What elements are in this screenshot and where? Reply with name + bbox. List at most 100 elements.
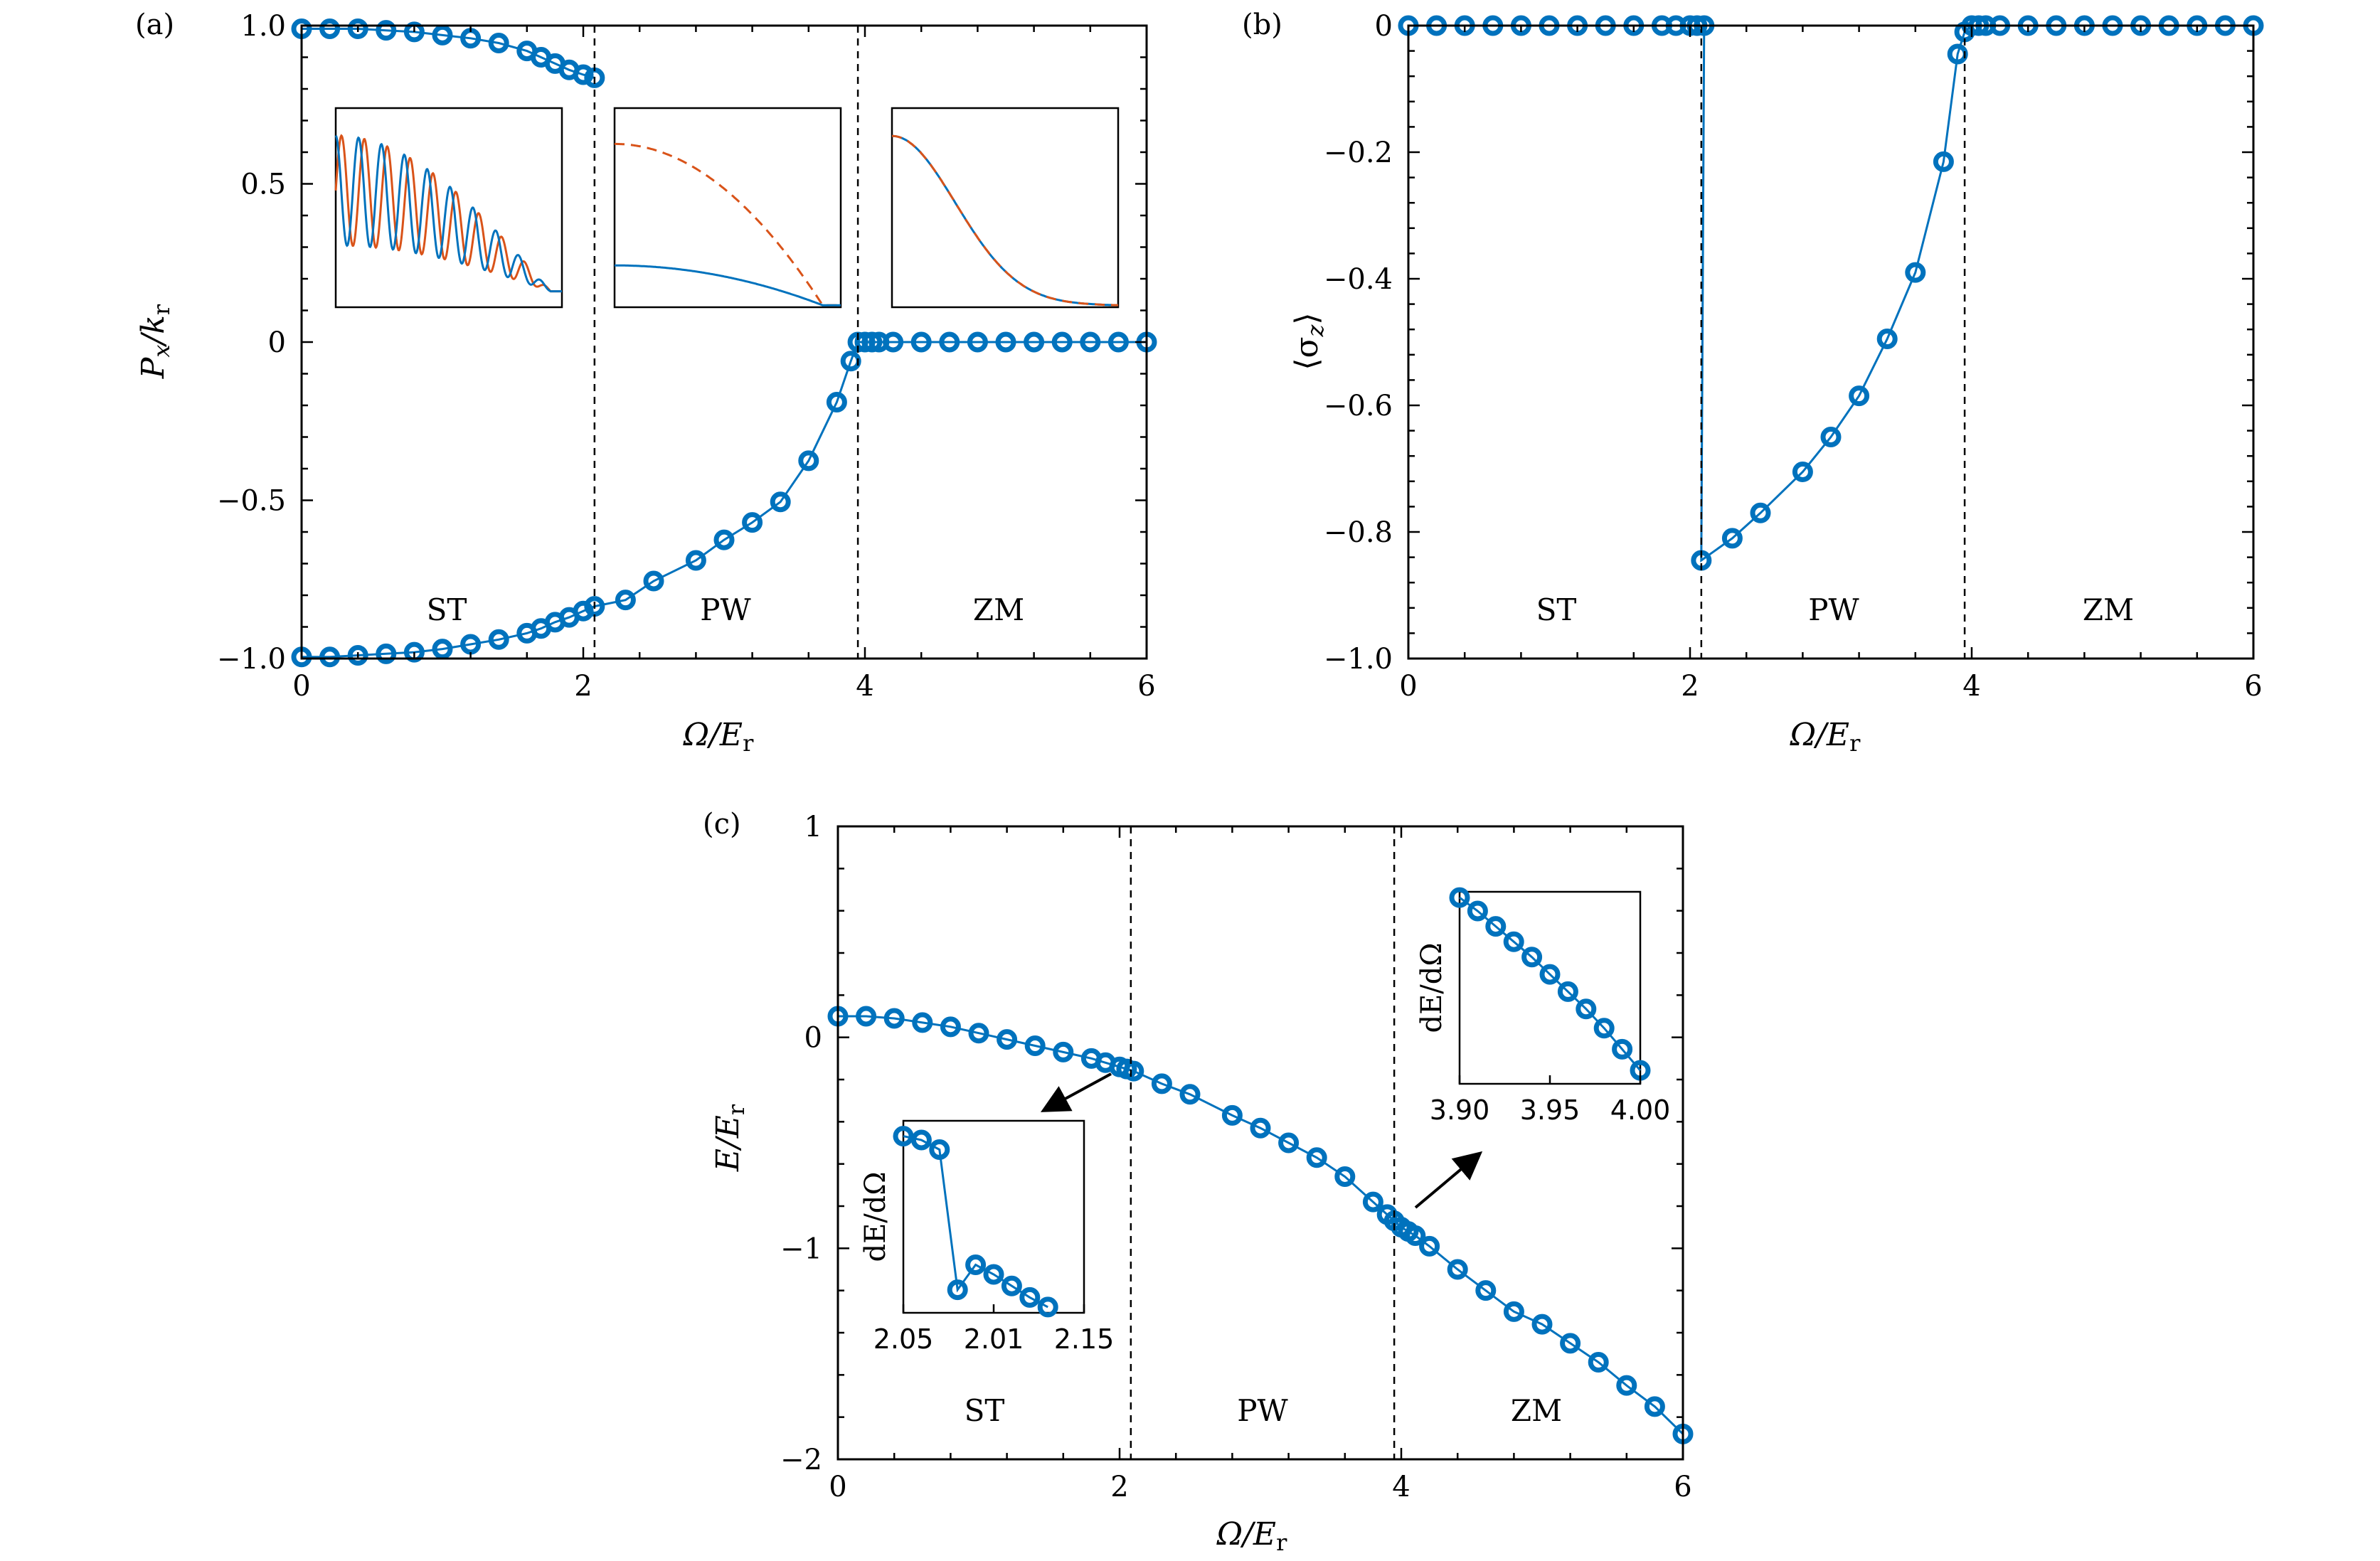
panel-c-series-1-point <box>1447 1259 1468 1280</box>
panel-c-arrow-left <box>1040 1072 1112 1112</box>
panel-b-ytick-label: −0.4 <box>1324 263 1393 296</box>
panel-b-xtick-label: 2 <box>1681 670 1699 703</box>
panel-c-inset-right-point <box>1593 1018 1615 1039</box>
panel-a-series-1-point <box>488 32 509 53</box>
panel-b-series-1-point <box>1849 385 1870 407</box>
panel-c-series-1-point <box>883 1008 905 1029</box>
panel-c-xlabel: Ω/Er <box>1216 1516 1287 1556</box>
panel-a-ytick-label: 0 <box>268 326 286 359</box>
panel-a-ytick-label: 0.5 <box>240 169 286 201</box>
panel-a-xtick-label: 6 <box>1137 670 1155 703</box>
panel-c-axes: 0 2 4 6 1 0 −1 −2 <box>780 811 1692 1503</box>
panel-c-ytick-label: 1 <box>804 811 822 843</box>
panel-a-ytick-label: −0.5 <box>217 485 286 518</box>
panel-b-region-pw: PW <box>1808 592 1859 627</box>
panel-b-label: (b) <box>1242 9 1282 41</box>
panel-b-series-1-point <box>1721 528 1743 549</box>
panel-a-series-2-point <box>643 570 664 592</box>
panel-c-arrow-right <box>1414 1151 1483 1209</box>
panel-c-inset-right-xtick-label: 3.90 <box>1430 1094 1490 1126</box>
panel-c-series-1-point <box>912 1012 933 1033</box>
panel-c-inset-right-point <box>1521 947 1543 968</box>
panel-c-inset-left-point <box>1001 1275 1022 1296</box>
panel-b-region-zm: ZM <box>2083 592 2134 627</box>
panel-a-series-1-point <box>403 21 425 43</box>
panel-a-xlabel: Ω/Er <box>683 717 754 757</box>
panel-c-series-1-point <box>1405 1225 1426 1247</box>
panel-c-inset-left-point <box>947 1279 968 1301</box>
panel-c-series-1-point <box>1475 1280 1497 1301</box>
panel-b: (b) 0 2 4 6 0 −0.2 −0.4 −0.6 −0.8 −1.0 ST PW ZM Ω… <box>1242 9 2264 757</box>
panel-c-series-1-point <box>1362 1191 1383 1213</box>
panel-b-ytick-label: −0.6 <box>1324 390 1393 422</box>
panel-c-inset-right-point <box>1485 916 1507 937</box>
panel-a-series-2-point <box>432 639 453 660</box>
panel-a-series-2-point <box>910 331 932 353</box>
panel-a-series-2-point <box>861 331 883 353</box>
panel-c-series-1-point <box>1616 1375 1637 1396</box>
panel-b-series-1-line <box>1408 24 2253 563</box>
panel-c-series-1-point <box>940 1016 961 1038</box>
panel-a-series-1-point <box>376 20 397 41</box>
panel-b-series-1-point <box>1792 461 1813 482</box>
panel-c-series-1-point <box>1278 1132 1300 1154</box>
panel-a-region-st: ST <box>427 592 467 627</box>
panel-a-insets <box>334 107 1120 309</box>
panel-a-inset-2-curve-1 <box>615 264 841 307</box>
panel-c-inset-right-xtick-label: 4.00 <box>1610 1094 1671 1126</box>
panel-a-series-2-point <box>1024 331 1045 353</box>
panel-a-series-2-line <box>302 341 1147 659</box>
panel-a-series-2-point <box>685 550 706 571</box>
panel-c-inset-right-point <box>1612 1038 1633 1060</box>
panel-b-ytick-label: −0.8 <box>1324 516 1393 549</box>
panel-a-inset-1-curve-1 <box>334 134 562 293</box>
panel-a-series-2-point <box>883 331 904 353</box>
panel-a-series-2-point <box>376 643 397 664</box>
panel-a-series <box>291 18 1157 668</box>
panel-b-series-1-point <box>1933 151 1954 172</box>
panel-a-series-2-point <box>1051 331 1073 353</box>
panel-c-inset-right-point <box>1557 981 1578 1002</box>
panel-a: (a) 0 2 4 6 1.0 0.5 0 −0.5 −1.0 ST PW ZM Ω/Er Px… <box>135 9 1157 757</box>
panel-c-inset-left-point <box>929 1139 950 1160</box>
panel-c-inset-right-xtick-label: 3.95 <box>1520 1094 1581 1126</box>
panel-c-ytick-label: 0 <box>804 1022 822 1055</box>
panel-c-series-1-point <box>1250 1117 1271 1139</box>
panel-a-series-2-point <box>939 331 960 353</box>
panel-c-series-1-point <box>1560 1333 1581 1354</box>
panel-c-inset-right-point <box>1576 998 1597 1020</box>
panel-c-inset-right-frame <box>1458 890 1642 1085</box>
panel-a-label: (a) <box>135 9 174 41</box>
panel-c-inset-left-xtick-label: 2.05 <box>873 1323 934 1355</box>
panel-b-ytick-label: −0.2 <box>1324 137 1393 169</box>
panel-b-series <box>1398 15 2264 571</box>
panel-a-series-2-point <box>347 645 368 666</box>
panel-c-series-1-point <box>1588 1352 1609 1373</box>
panel-c-xtick-label: 6 <box>1674 1471 1691 1503</box>
panel-c-inset-left-point <box>983 1264 1004 1285</box>
panel-b-series-1-point <box>1876 329 1898 350</box>
panel-b-ytick-label: −1.0 <box>1324 643 1393 676</box>
panel-a-series-2-point <box>615 590 636 611</box>
panel-c-frame <box>836 825 1684 1461</box>
panel-c-ytick-label: −2 <box>780 1444 822 1476</box>
panel-c-series-1-point <box>1644 1396 1665 1417</box>
panel-c-series-1-point <box>968 1023 989 1044</box>
panel-a-series-2-point <box>488 629 509 650</box>
panel-a-inset-2-frame <box>613 107 842 309</box>
panel-c: (c) 0 2 4 6 1 0 −1 −2 2.05 2.01 2.15 dE/dΩ 3.90 3.95… <box>703 808 1694 1556</box>
panel-a-ytick-label: −1.0 <box>217 643 286 676</box>
panel-a-series-1-point <box>432 24 453 46</box>
panel-a-series-2-point <box>403 641 425 663</box>
panel-a-series-2-point <box>1107 331 1129 353</box>
panel-c-inset-left-point <box>1037 1296 1058 1318</box>
panel-c-xtick-label: 4 <box>1392 1471 1410 1503</box>
panel-c-series-1-point <box>1024 1035 1046 1057</box>
panel-a-region-pw: PW <box>700 592 751 627</box>
panel-a-series-1-line <box>302 28 595 79</box>
panel-c-ylabel: E/Er <box>710 1104 750 1172</box>
panel-c-series-1-point <box>1503 1301 1524 1322</box>
panel-c-inset-right-ylabel: dE/dΩ <box>1415 942 1448 1033</box>
panel-c-series-1-point <box>1179 1084 1201 1105</box>
panel-c-series-1-point <box>997 1029 1018 1050</box>
